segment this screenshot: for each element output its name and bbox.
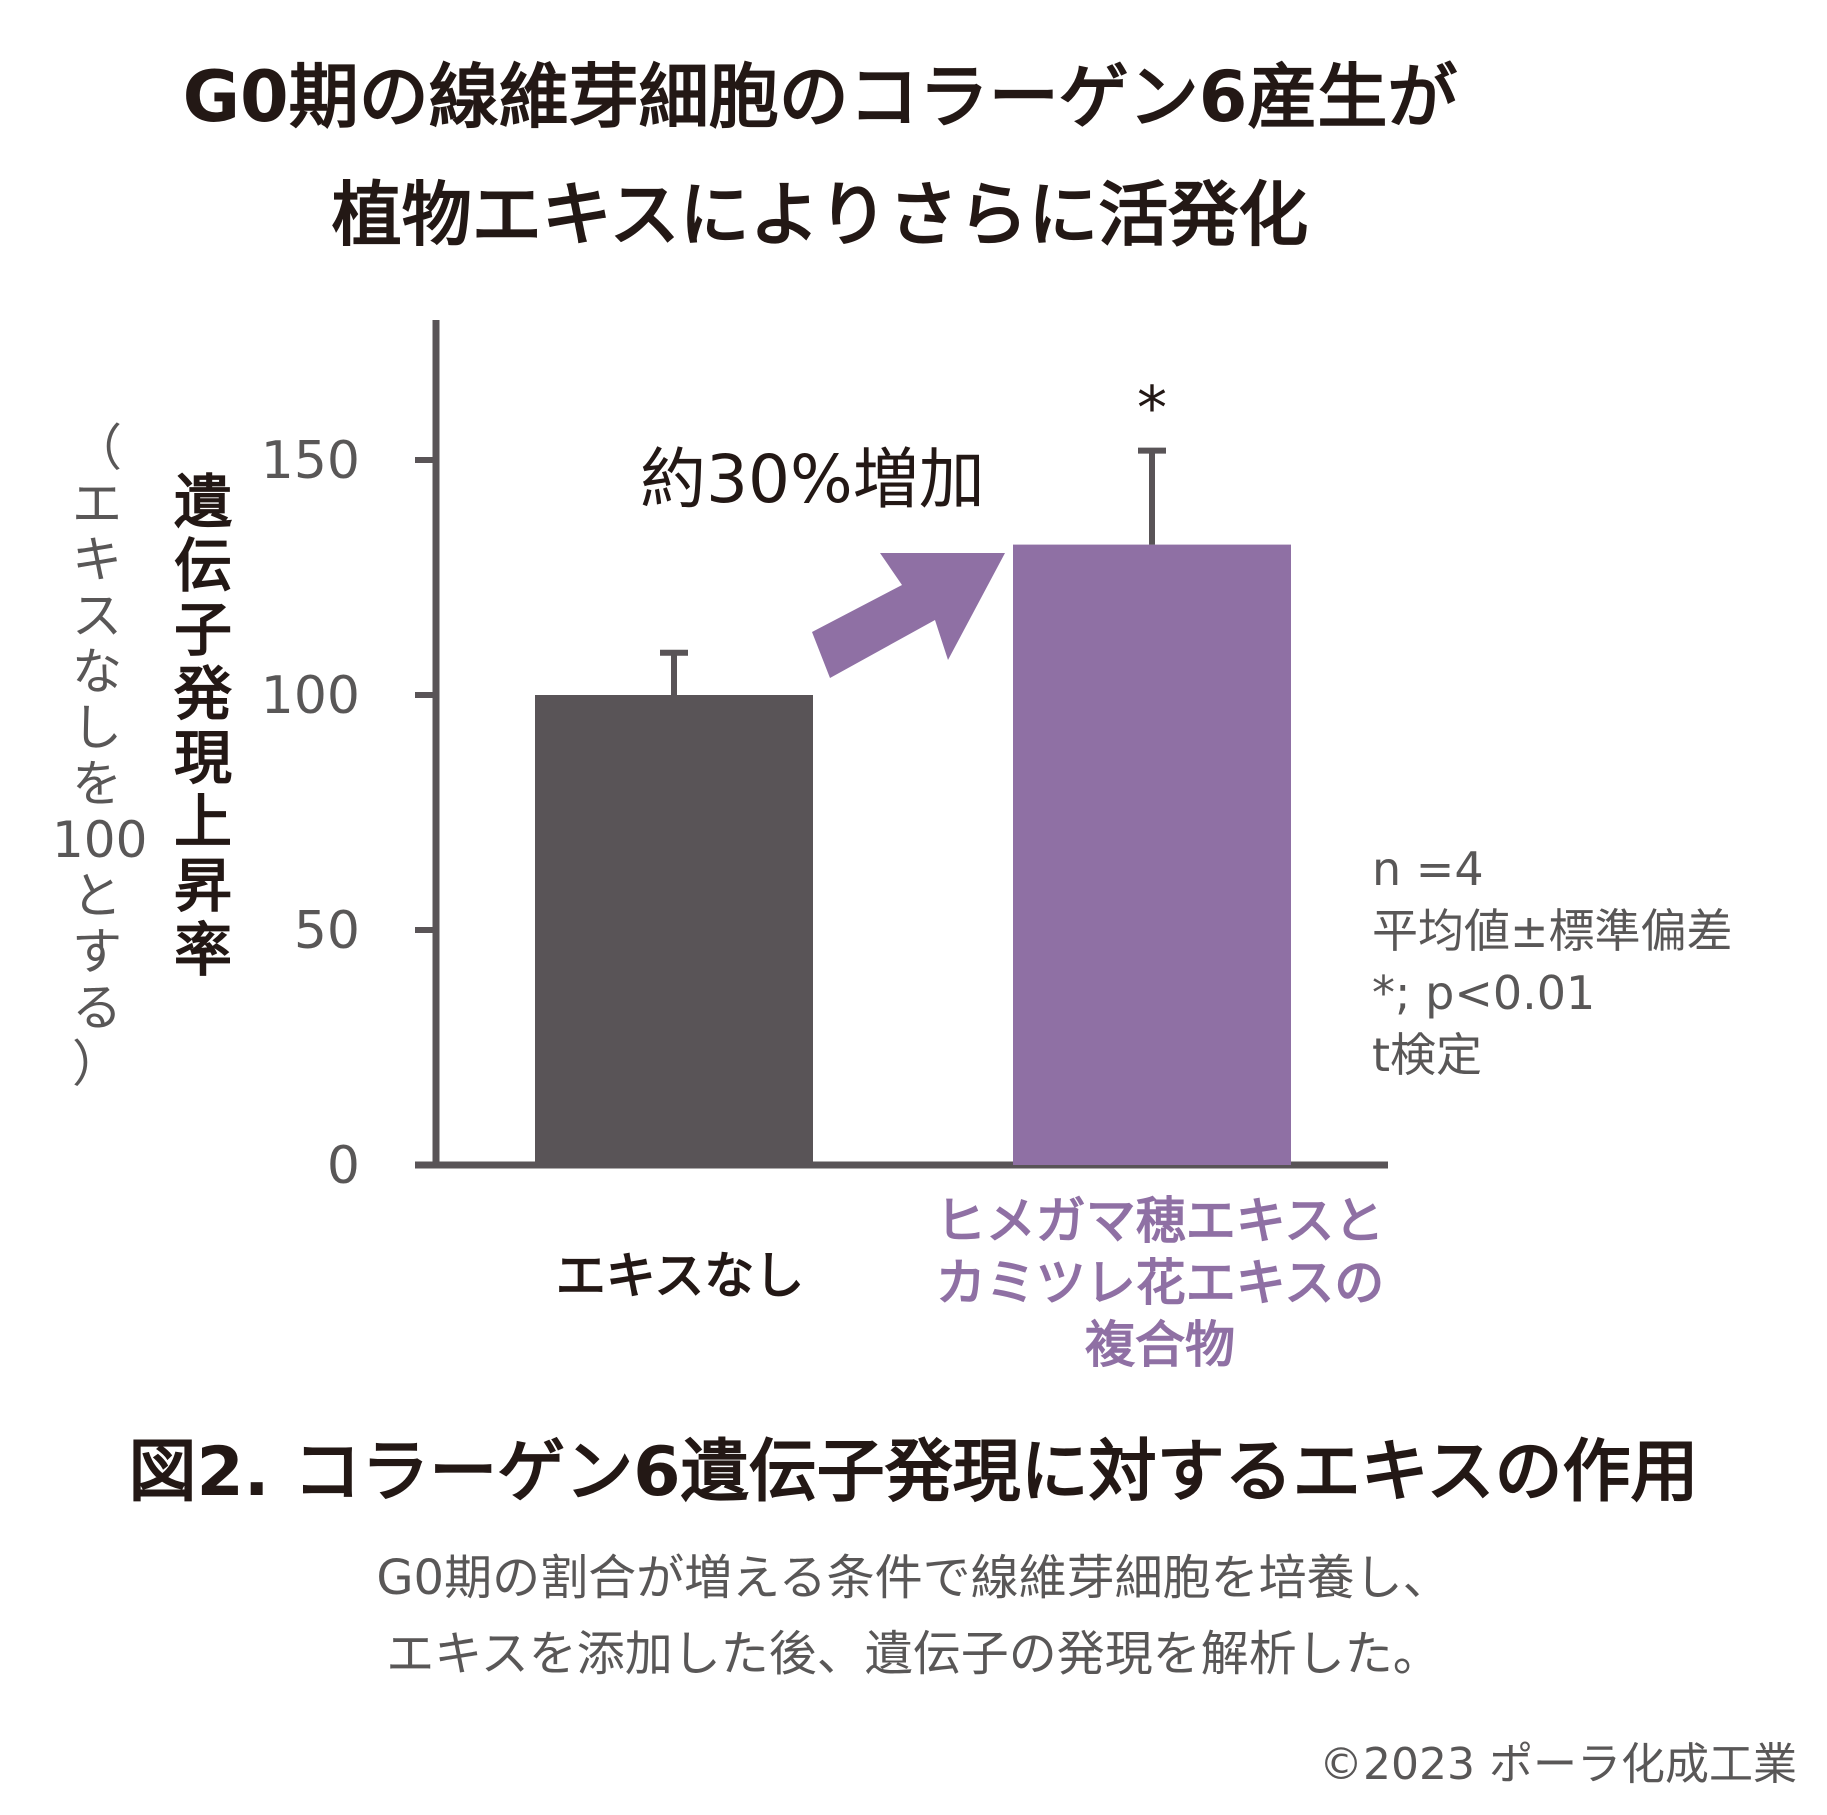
y-axis-sublabel: （エキスなしを 100 とする） (52, 419, 148, 1093)
increase-arrow (812, 553, 1005, 678)
copyright: ©2023 ポーラ化成工業 (1319, 1739, 1797, 1790)
category-label-extract-line-1: ヒメガマ穂エキスと (935, 1192, 1385, 1250)
y-axis-label-char: 伝 (173, 532, 232, 600)
y-axis-sublabel-char: キ (72, 531, 122, 589)
stats-note: n =4 平均値±標準偏差 *; p<0.01 t検定 (1372, 838, 1822, 1086)
figure-caption-line-1: G0期の割合が増える条件で線維芽細胞を培養し、 (376, 1550, 1451, 1606)
y-axis-sublabel-char: る (72, 979, 122, 1037)
y-axis-sublabel-char: な (72, 643, 122, 701)
y-axis-sublabel-char: し (72, 699, 122, 757)
y-tick-label: 50 (294, 901, 360, 961)
y-axis-label-char: 上 (173, 788, 232, 856)
increase-annotation: 約30%増加 (640, 441, 985, 518)
significance-marker: * (1137, 374, 1167, 444)
figure-caption-line-2: エキスを添加した後、遺伝子の発現を解析した。 (386, 1626, 1441, 1682)
y-axis-label-char: 遺 (173, 468, 232, 536)
stats-note-n: n =4 (1372, 842, 1484, 896)
chart-title: G0期の線維芽細胞のコラーゲン6産生が 植物エキスによりさらに活発化 (0, 38, 1640, 274)
y-tick-label: 0 (327, 1136, 360, 1196)
y-axis-sublabel-char: 100 (52, 811, 148, 869)
category-label-control: エキスなし (555, 1247, 805, 1305)
category-label-extract: ヒメガマ穂エキスと カミツレ花エキスの 複合物 (870, 1190, 1450, 1376)
y-axis-label: 遺伝子発現上昇率 (168, 470, 238, 982)
category-label-extract-line-2: カミツレ花エキスの (935, 1254, 1385, 1312)
y-axis-sublabel-char: エ (72, 475, 122, 533)
stats-note-p-value: *; p<0.01 (1372, 966, 1596, 1020)
figure-caption: G0期の割合が増える条件で線維芽細胞を培養し、 エキスを添加した後、遺伝子の発現… (0, 1540, 1827, 1692)
figure-title: 図2. コラーゲン6遺伝子発現に対するエキスの作用 (128, 1433, 1699, 1512)
y-axis-sublabel-char: す (72, 923, 122, 981)
y-tick-label: 100 (261, 666, 360, 726)
stats-note-test: t検定 (1372, 1028, 1483, 1082)
category-label-extract-line-3: 複合物 (1085, 1316, 1235, 1374)
y-axis-sublabel-char: を (72, 755, 122, 813)
y-axis-sublabel-char: （ (72, 419, 122, 477)
y-axis-label-char: 発 (173, 660, 232, 728)
chart-title-line-2: 植物エキスによりさらに活発化 (331, 174, 1309, 256)
bar (1013, 544, 1291, 1165)
bar (535, 695, 813, 1165)
y-axis-label-char: 率 (173, 916, 232, 984)
y-tick-label: 150 (261, 431, 360, 491)
chart-title-line-1: G0期の線維芽細胞のコラーゲン6産生が (182, 56, 1458, 138)
y-axis-sublabel-char: ） (72, 1035, 122, 1093)
y-axis-label-char: 子 (173, 596, 232, 664)
increase-arrow-shape (812, 553, 1005, 678)
stats-note-mean-sd: 平均値±標準偏差 (1372, 904, 1733, 958)
y-axis-sublabel-char: ス (72, 587, 122, 645)
y-axis-sublabel-char: と (72, 867, 122, 925)
y-axis-label-char: 昇 (173, 852, 232, 920)
y-axis-label-char: 現 (173, 724, 232, 792)
